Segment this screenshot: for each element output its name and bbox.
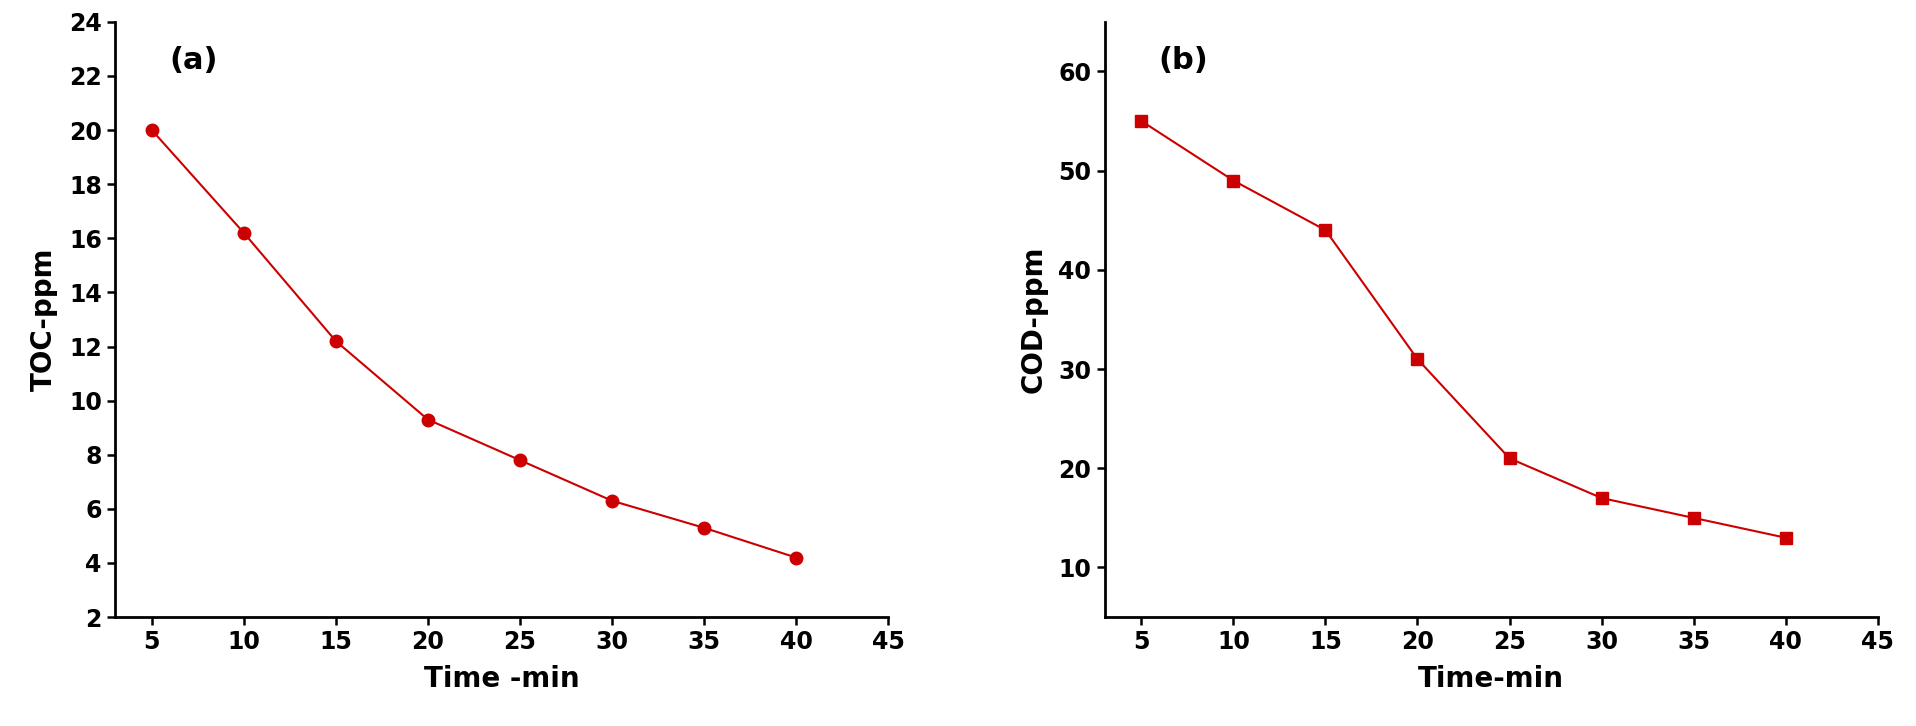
Text: (a): (a) — [169, 46, 218, 75]
Y-axis label: COD-ppm: COD-ppm — [1019, 245, 1048, 393]
Y-axis label: TOC-ppm: TOC-ppm — [31, 248, 57, 391]
X-axis label: Time -min: Time -min — [423, 666, 579, 693]
Text: (b): (b) — [1159, 46, 1209, 75]
X-axis label: Time-min: Time-min — [1418, 666, 1563, 693]
